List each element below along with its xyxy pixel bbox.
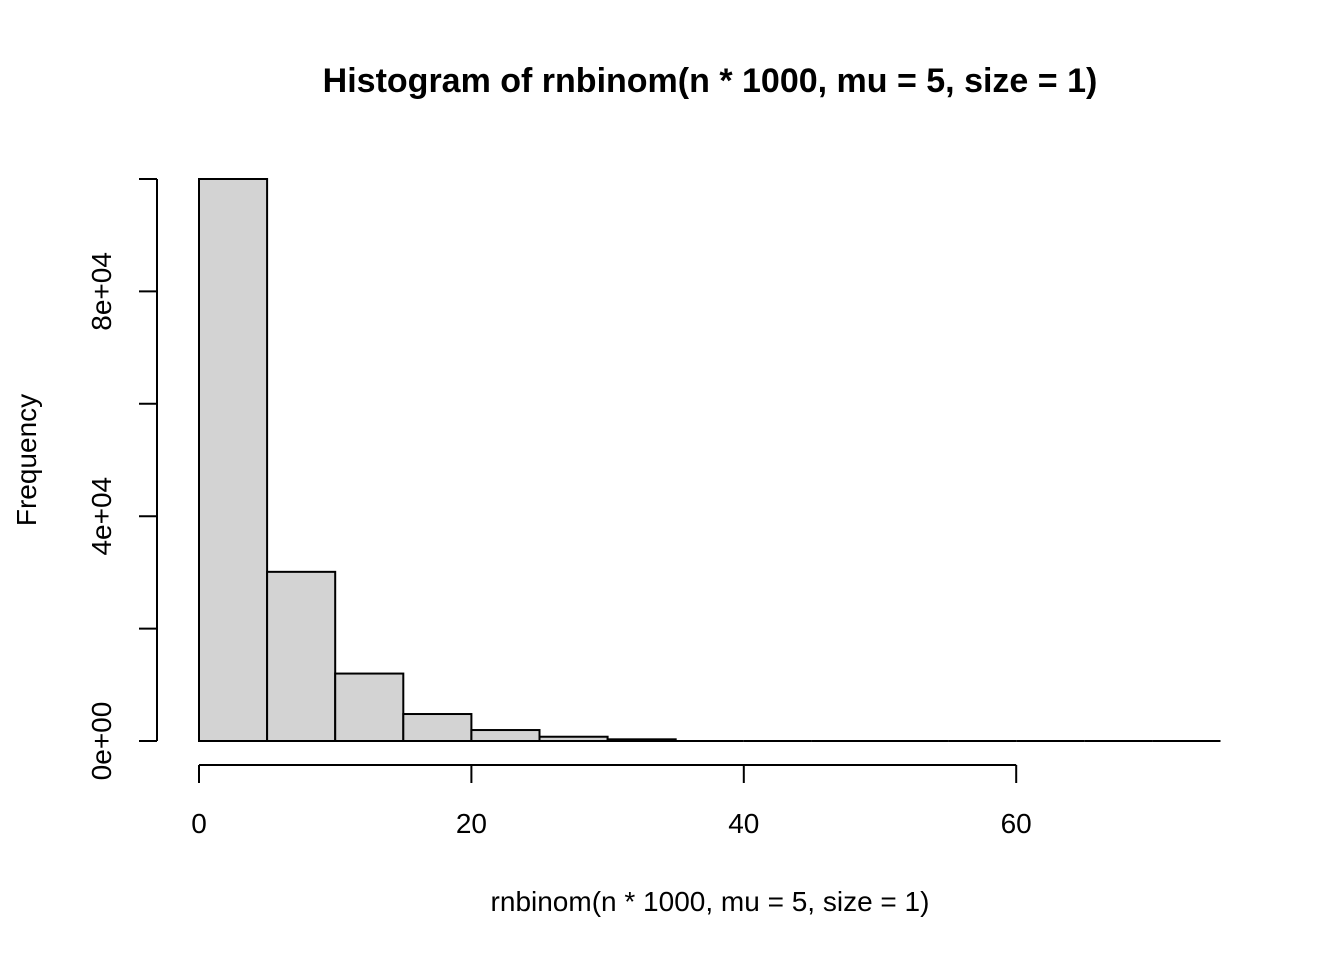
histogram-bar-4 — [470, 729, 541, 743]
y-tick-label-0: 0e+00 — [86, 702, 117, 781]
y-axis-label: Frequency — [11, 394, 42, 526]
y-axis: 0e+00 4e+04 8e+04 — [86, 178, 158, 781]
x-tick-label-3: 60 — [1001, 808, 1032, 839]
histogram-bar-1 — [266, 570, 337, 743]
histogram-bar-3 — [402, 713, 473, 742]
y-tick-label-4: 8e+04 — [86, 252, 117, 331]
x-tick-label-0: 0 — [191, 808, 207, 839]
chart-title: Histogram of rnbinom(n * 1000, mu = 5, s… — [323, 62, 1098, 100]
x-axis: 0 20 40 60 — [191, 764, 1032, 839]
y-tick-label-2: 4e+04 — [86, 477, 117, 556]
histogram-bar-2 — [334, 672, 405, 742]
x-tick-label-1: 20 — [456, 808, 487, 839]
histogram-bar-6 — [606, 738, 677, 743]
histogram-bar-5 — [538, 735, 609, 743]
x-axis-label: rnbinom(n * 1000, mu = 5, size = 1) — [491, 886, 930, 917]
histogram-bar-0 — [198, 178, 269, 742]
histogram-bars — [198, 178, 1221, 743]
x-tick-label-2: 40 — [728, 808, 759, 839]
